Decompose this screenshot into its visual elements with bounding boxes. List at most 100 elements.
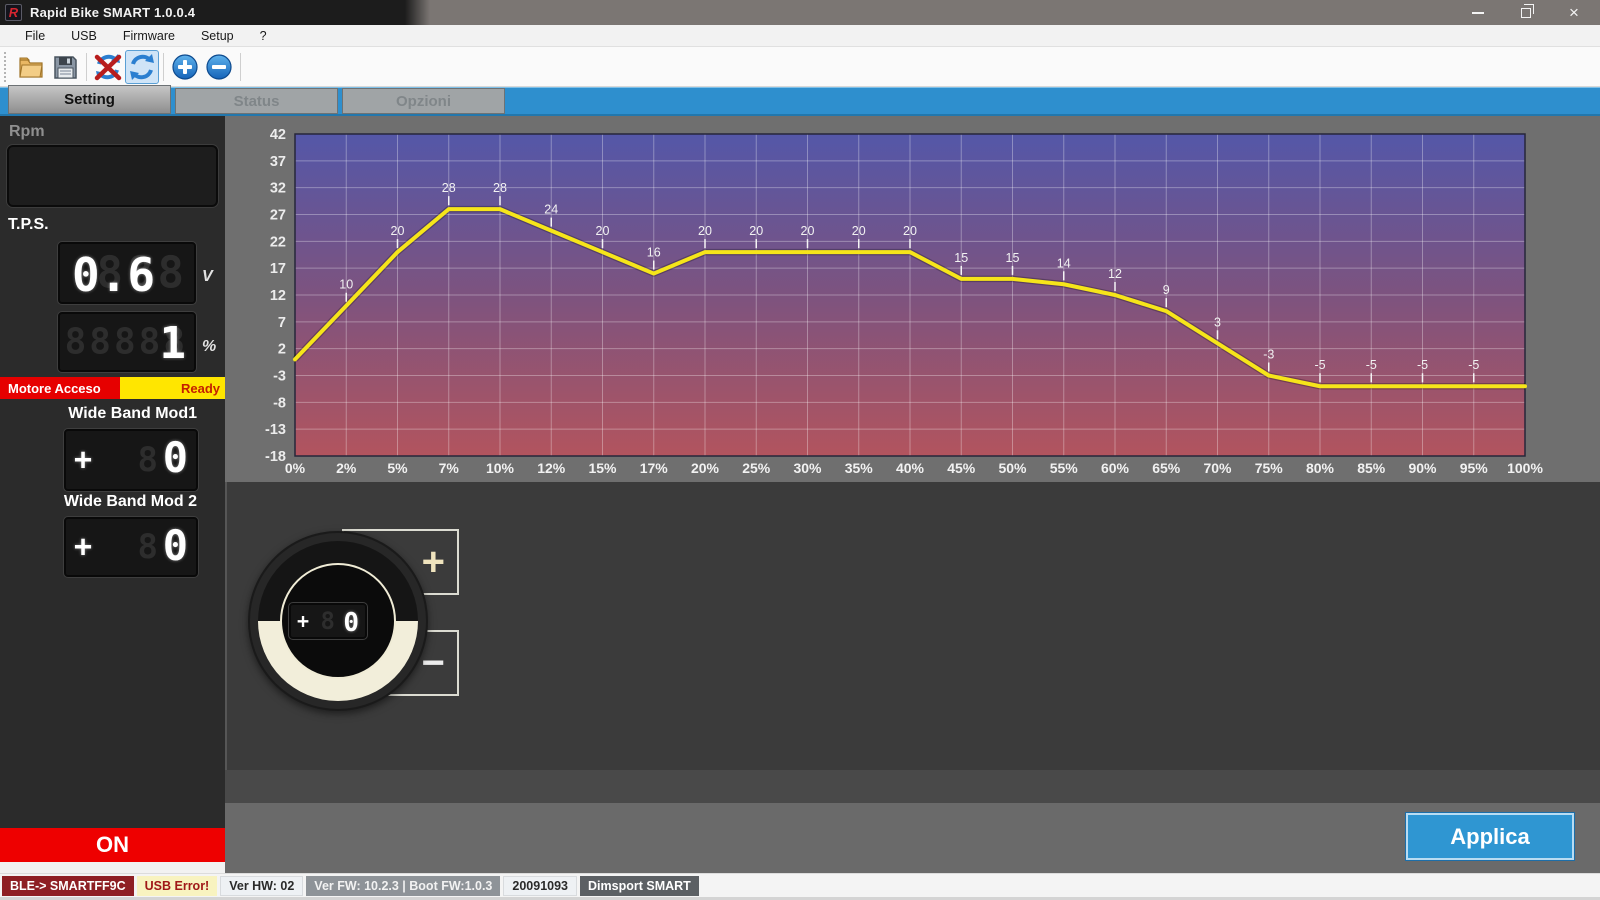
knob-sign: + xyxy=(297,609,310,633)
toolbar-separator xyxy=(163,52,164,81)
svg-text:20: 20 xyxy=(596,224,610,238)
svg-text:-8: -8 xyxy=(273,395,286,411)
toolbar xyxy=(0,47,1600,87)
svg-text:15%: 15% xyxy=(588,460,617,476)
open-file-button[interactable] xyxy=(14,50,48,84)
tps-voltage-unit: V xyxy=(202,268,213,285)
svg-text:10%: 10% xyxy=(486,460,515,476)
svg-text:-5: -5 xyxy=(1314,358,1325,372)
device-name-badge: Dimsport SMART xyxy=(580,875,699,896)
plus-circle-icon xyxy=(172,53,198,80)
svg-text:2%: 2% xyxy=(336,460,357,476)
close-button[interactable]: × xyxy=(1550,0,1598,25)
tab-opzioni[interactable]: Opzioni xyxy=(342,88,505,114)
save-button[interactable] xyxy=(48,50,82,84)
adjustment-knob[interactable]: + 8 0 xyxy=(248,531,428,711)
svg-text:0%: 0% xyxy=(285,460,306,476)
hw-version-badge: Ver HW: 02 xyxy=(220,875,304,896)
increase-button[interactable] xyxy=(168,50,202,84)
rpm-display-panel xyxy=(7,145,218,207)
segment-ghost: 8 xyxy=(320,607,339,635)
svg-text:12%: 12% xyxy=(537,460,566,476)
svg-text:12: 12 xyxy=(1108,267,1122,281)
power-on-button[interactable]: ON xyxy=(0,828,225,862)
svg-text:50%: 50% xyxy=(998,460,1027,476)
svg-text:7%: 7% xyxy=(439,460,460,476)
save-icon xyxy=(54,55,77,79)
minus-icon: − xyxy=(421,641,445,685)
svg-text:-3: -3 xyxy=(1263,348,1274,362)
svg-text:10: 10 xyxy=(339,278,353,292)
menu-usb[interactable]: USB xyxy=(71,28,97,43)
svg-text:-5: -5 xyxy=(1417,358,1428,372)
tab-status[interactable]: Status xyxy=(175,88,338,114)
menu-help[interactable]: ? xyxy=(259,28,267,43)
svg-text:5%: 5% xyxy=(387,460,408,476)
svg-text:20: 20 xyxy=(852,224,866,238)
svg-text:-5: -5 xyxy=(1366,358,1377,372)
restore-icon xyxy=(1521,3,1534,18)
svg-text:20: 20 xyxy=(391,224,405,238)
svg-text:20: 20 xyxy=(801,224,815,238)
minimize-icon xyxy=(1472,11,1484,14)
menu-firmware[interactable]: Firmware xyxy=(122,28,175,43)
tps-voltage-value: 0.6 xyxy=(72,248,156,302)
svg-text:-5: -5 xyxy=(1468,358,1479,372)
svg-text:28: 28 xyxy=(493,181,507,195)
menu-file[interactable]: File xyxy=(25,28,46,43)
chart-svg: 42 37 32 27 22 17 12 7 2 -3 -8 -13 -180% 2% 5% 7% 10% 12%… xyxy=(265,127,1543,476)
status-bar: BLE-> SMARTFF9C USB Error! Ver HW: 02 Ve… xyxy=(0,873,1600,897)
tab-bar: Setting Status Opzioni xyxy=(0,85,1600,116)
sync-icon xyxy=(130,53,154,80)
apply-button[interactable]: Applica xyxy=(1405,812,1575,861)
svg-text:16: 16 xyxy=(647,246,661,260)
tab-setting[interactable]: Setting xyxy=(8,85,171,114)
restore-button[interactable] xyxy=(1502,0,1550,25)
svg-text:37: 37 xyxy=(270,154,286,170)
svg-text:40%: 40% xyxy=(896,460,925,476)
svg-text:85%: 85% xyxy=(1357,460,1386,476)
menu-setup[interactable]: Setup xyxy=(200,28,234,43)
svg-text:100%: 100% xyxy=(1507,460,1543,476)
open-folder-icon xyxy=(19,57,43,78)
svg-text:-13: -13 xyxy=(265,422,286,438)
svg-text:20: 20 xyxy=(903,224,917,238)
svg-text:32: 32 xyxy=(270,181,286,197)
minimize-button[interactable] xyxy=(1454,0,1502,25)
svg-text:20%: 20% xyxy=(691,460,720,476)
svg-text:20: 20 xyxy=(749,224,763,238)
toolbar-grip[interactable] xyxy=(4,51,8,82)
segment-ghost: 88888 xyxy=(64,321,188,363)
svg-text:2: 2 xyxy=(278,342,286,358)
svg-text:20: 20 xyxy=(698,224,712,238)
svg-text:80%: 80% xyxy=(1306,460,1335,476)
tps-percent-unit: % xyxy=(202,338,217,355)
svg-text:-3: -3 xyxy=(273,369,286,385)
segment-ghost: 8 xyxy=(137,440,162,480)
footer-strip xyxy=(0,897,1600,900)
title-bar[interactable]: R Rapid Bike SMART 1.0.0.4 × xyxy=(0,0,1600,25)
decrease-button[interactable] xyxy=(202,50,236,84)
sidebar: Rpm T.P.S. 888 0.6 V 88888 1 % Motore Ac… xyxy=(0,116,225,873)
svg-text:45%: 45% xyxy=(947,460,976,476)
svg-text:-18: -18 xyxy=(265,449,286,465)
wide-band-1-value: 0 xyxy=(162,433,188,482)
svg-text:15: 15 xyxy=(1006,251,1020,265)
knob-value: 0 xyxy=(343,608,359,638)
svg-text:22: 22 xyxy=(270,234,286,250)
svg-text:30%: 30% xyxy=(793,460,822,476)
wide-band-2-display: + 8 0 xyxy=(64,517,198,577)
ble-connection-badge: BLE-> SMARTFF9C xyxy=(2,875,134,896)
tps-correction-chart[interactable]: 42 37 32 27 22 17 12 7 2 -3 -8 -13 -18 0% 2% 5% 7% 10% 12%… xyxy=(225,116,1600,482)
menu-bar: File USB Firmware Setup ? xyxy=(0,25,1600,47)
title-bar-left: R Rapid Bike SMART 1.0.0.4 xyxy=(0,0,430,25)
separator-band xyxy=(225,770,1600,803)
svg-text:9: 9 xyxy=(1163,283,1170,297)
disconnect-button[interactable] xyxy=(91,50,125,84)
svg-text:35%: 35% xyxy=(845,460,874,476)
sync-button[interactable] xyxy=(125,49,159,84)
svg-text:7: 7 xyxy=(278,315,286,331)
tps-label: T.P.S. xyxy=(8,216,49,233)
svg-text:95%: 95% xyxy=(1460,460,1489,476)
